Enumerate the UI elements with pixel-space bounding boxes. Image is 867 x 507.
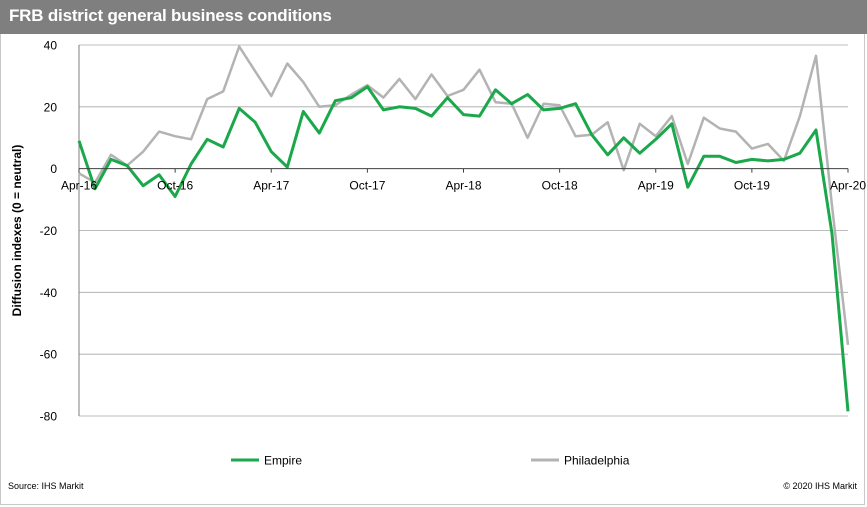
y-tick-label: 40: [44, 39, 58, 53]
y-tick-label: -80: [40, 410, 58, 424]
x-tick-label: Apr-16: [61, 179, 97, 193]
legend-label-empire: Empire: [264, 454, 302, 468]
x-tick-label: Oct-17: [349, 179, 385, 193]
x-tick-label: Apr-17: [253, 179, 289, 193]
copyright-note: © 2020 IHS Markit: [783, 481, 857, 491]
x-tick-label: Apr-18: [445, 179, 481, 193]
y-axis-title: Diffusion indexes (0 = neutral): [10, 145, 24, 317]
chart-header: FRB district general business conditions: [0, 0, 867, 34]
chart-frame: [0, 34, 865, 505]
x-tick-label: Apr-20: [830, 179, 866, 193]
x-tick-label: Oct-18: [542, 179, 578, 193]
x-tick-label: Oct-16: [157, 179, 193, 193]
series-line-empire: [77, 85, 850, 412]
y-tick-label: -20: [40, 224, 58, 238]
y-tick-label: -40: [40, 286, 58, 300]
source-note: Source: IHS Markit: [8, 481, 84, 491]
y-tick-label: 0: [50, 162, 57, 176]
y-tick-label: -60: [40, 348, 58, 362]
x-tick-label: Apr-19: [638, 179, 674, 193]
chart-title: FRB district general business conditions: [9, 6, 332, 25]
series-line-philadelphia: [78, 45, 850, 346]
legend-label-philadelphia: Philadelphia: [564, 454, 630, 468]
y-tick-label: 20: [44, 100, 58, 114]
x-tick-label: Oct-19: [734, 179, 770, 193]
